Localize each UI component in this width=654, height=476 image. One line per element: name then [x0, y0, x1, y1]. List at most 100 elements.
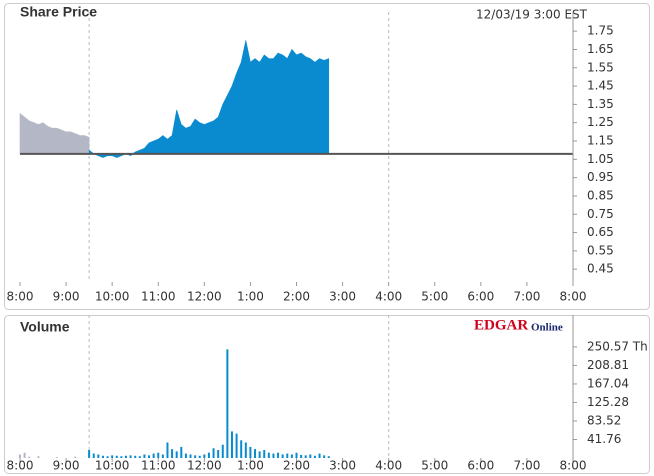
x-tick-label: 8:00 [560, 459, 587, 473]
volume-bar [198, 455, 201, 458]
y-tick-label: 125.28 [587, 395, 629, 409]
price-panel [4, 3, 650, 310]
x-tick-label: 1:00 [237, 290, 264, 304]
volume-bar [244, 442, 247, 458]
volume-bar [290, 454, 293, 458]
y-tick-label: 0.55 [587, 243, 614, 257]
volume-bar [295, 452, 298, 458]
y-tick-label: 167.04 [587, 376, 629, 390]
logo-text: Online [531, 322, 563, 334]
y-tick-label: 250.57 Th [587, 339, 648, 353]
volume-bar [309, 454, 312, 458]
volume-bar [226, 349, 229, 458]
y-tick-label: 1.45 [587, 79, 614, 93]
volume-bar [189, 454, 192, 458]
volume-bar [184, 453, 187, 458]
volume-panel [4, 315, 650, 474]
x-tick-label: 4:00 [375, 290, 402, 304]
y-tick-label: 1.65 [587, 42, 614, 56]
volume-bar [240, 440, 243, 458]
volume-bar [300, 454, 303, 458]
x-tick-label: 10:00 [95, 459, 130, 473]
volume-bar [263, 450, 266, 458]
volume-bar [175, 451, 178, 458]
x-tick-label: 11:00 [141, 459, 176, 473]
volume-bar [97, 454, 100, 458]
y-tick-label: 1.35 [587, 97, 614, 111]
volume-bar [115, 455, 118, 458]
volume-bar [194, 455, 197, 458]
volume-bar [124, 455, 127, 458]
y-tick-label: 0.65 [587, 225, 614, 239]
volume-bar [267, 452, 270, 458]
volume-bar [323, 455, 326, 458]
logo-text: EDGAR [474, 317, 528, 333]
y-tick-label: 0.45 [587, 262, 614, 276]
chart-title: Volume [20, 319, 70, 335]
volume-bar [138, 456, 141, 458]
volume-bar [318, 453, 321, 458]
volume-bar [111, 455, 114, 458]
y-tick-label: 208.81 [587, 358, 629, 372]
volume-bar [304, 455, 307, 458]
volume-bar [37, 456, 40, 458]
volume-bar [166, 442, 169, 458]
date-label: 12/03/19 3:00 EST [476, 8, 588, 22]
y-tick-label: 0.85 [587, 188, 614, 202]
volume-bar [230, 431, 233, 458]
volume-bar [161, 454, 164, 458]
price-area [19, 112, 90, 155]
x-tick-label: 5:00 [421, 290, 448, 304]
x-tick-label: 7:00 [513, 290, 540, 304]
volume-bar [101, 455, 104, 458]
volume-bar [249, 446, 252, 458]
y-tick-label: 1.05 [587, 152, 614, 166]
x-tick-label: 5:00 [421, 459, 448, 473]
volume-bar [23, 452, 26, 458]
volume-bar [88, 450, 91, 458]
y-tick-label: 1.15 [587, 134, 614, 148]
x-tick-label: 8:00 [560, 290, 587, 304]
volume-bar [92, 453, 95, 458]
volume-bar [207, 452, 210, 458]
x-tick-label: 8:00 [7, 459, 34, 473]
volume-bar [129, 455, 132, 458]
x-tick-label: 12:00 [187, 459, 222, 473]
volume-bar [258, 451, 261, 458]
x-tick-label: 2:00 [283, 290, 310, 304]
volume-bar [106, 456, 109, 458]
x-tick-label: 3:00 [329, 290, 356, 304]
volume-bar [327, 456, 330, 458]
y-tick-label: 0.95 [587, 170, 614, 184]
volume-bar [134, 455, 137, 458]
x-tick-label: 11:00 [141, 290, 176, 304]
volume-bar [55, 457, 58, 458]
volume-bar [254, 449, 257, 458]
volume-bar [277, 452, 280, 458]
volume-bar [221, 444, 224, 458]
x-tick-label: 6:00 [467, 290, 494, 304]
volume-bar [217, 450, 220, 458]
volume-bar [148, 455, 151, 458]
volume-bar [19, 454, 21, 458]
x-tick-label: 7:00 [513, 459, 540, 473]
volume-bar [171, 449, 174, 458]
x-tick-label: 4:00 [375, 459, 402, 473]
volume-bar [212, 448, 215, 458]
volume-bar [152, 453, 155, 458]
x-tick-label: 3:00 [329, 459, 356, 473]
volume-bar [203, 454, 206, 458]
x-tick-label: 12:00 [187, 290, 222, 304]
volume-bar [28, 456, 31, 458]
volume-bar [281, 454, 284, 458]
x-tick-label: 9:00 [53, 290, 80, 304]
volume-bar [157, 452, 160, 458]
y-tick-label: 1.25 [587, 115, 614, 129]
volume-bar [286, 453, 289, 458]
x-tick-label: 1:00 [237, 459, 264, 473]
volume-bar [272, 453, 275, 458]
volume-bar [180, 446, 183, 458]
x-tick-label: 6:00 [467, 459, 494, 473]
y-tick-label: 0.75 [587, 207, 614, 221]
